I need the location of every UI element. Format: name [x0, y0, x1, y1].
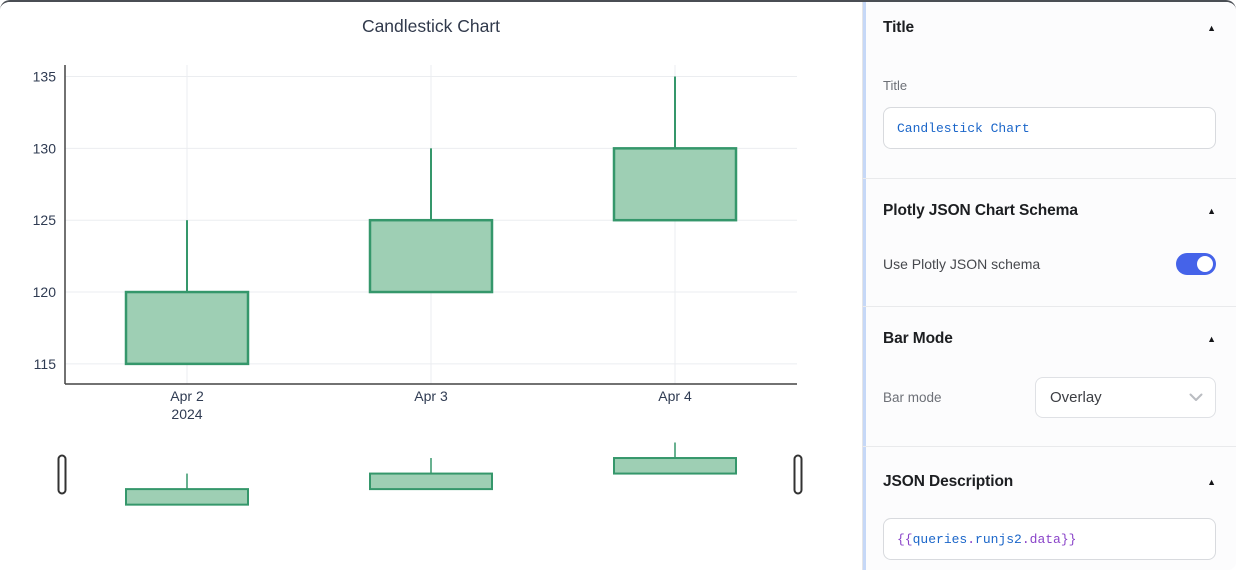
section-header-bar-mode[interactable]: Bar Mode ▲ — [883, 329, 1216, 349]
json-description-input-value: {{queries.runjs2.data}} — [897, 531, 1077, 547]
section-divider — [863, 446, 1236, 447]
title-field-label: Title — [883, 78, 908, 93]
candlestick-chart-svg[interactable]: 115 120 125 130 135 Apr 2 Apr 3 Apr 4 2024 Candle… — [0, 2, 862, 570]
section-title: Title ▲ Title Candlestick Chart — [863, 2, 1236, 178]
use-plotly-schema-label: Use Plotly JSON schema — [883, 256, 1041, 272]
json-description-input[interactable]: {{queries.runjs2.data}} — [883, 518, 1216, 560]
y-tick-label: 135 — [33, 68, 57, 84]
candle[interactable] — [125, 473, 249, 506]
section-divider — [863, 306, 1236, 307]
candle[interactable] — [369, 458, 493, 491]
x-tick-label: Apr 4 — [658, 388, 692, 404]
bar-mode-selected-value: Overlay — [1050, 389, 1102, 406]
section-header-plotly-schema[interactable]: Plotly JSON Chart Schema ▲ — [883, 201, 1216, 221]
title-input[interactable]: Candlestick Chart — [883, 107, 1216, 149]
candle[interactable] — [368, 148, 494, 294]
x-tick-label: Apr 2 — [170, 388, 204, 404]
collapse-caret-icon[interactable]: ▲ — [1207, 23, 1216, 33]
section-title-text: Title — [883, 19, 915, 36]
section-plotly-schema-text: Plotly JSON Chart Schema — [883, 202, 1078, 219]
candlestick-chart-widget[interactable]: 115 120 125 130 135 Apr 2 Apr 3 Apr 4 2024 Candle… — [0, 2, 862, 570]
use-plotly-schema-toggle[interactable] — [1176, 253, 1216, 275]
bar-mode-select[interactable]: Overlay — [1035, 377, 1216, 418]
section-divider — [863, 178, 1236, 179]
y-tick-label: 115 — [34, 356, 57, 372]
section-header-title[interactable]: Title ▲ — [883, 18, 1216, 38]
inspector-panel: Title ▲ Title Candlestick Chart Plotly J… — [862, 2, 1236, 570]
toggle-knob — [1197, 256, 1213, 272]
y-tick-label: 125 — [33, 212, 57, 228]
chart-title: Candlestick Chart — [362, 16, 500, 36]
rangeslider-right-handle[interactable] — [793, 454, 803, 495]
section-bar-mode-text: Bar Mode — [883, 330, 953, 347]
chevron-down-icon — [1189, 393, 1203, 401]
candle[interactable] — [613, 442, 737, 475]
section-json-description: JSON Description ▲ {{queries.runjs2.data… — [863, 447, 1236, 560]
collapse-caret-icon[interactable]: ▲ — [1207, 206, 1216, 216]
rangeslider-left-handle[interactable] — [57, 454, 67, 495]
candle[interactable] — [124, 220, 250, 366]
y-tick-label: 120 — [33, 284, 57, 300]
section-header-json-description[interactable]: JSON Description ▲ — [883, 472, 1216, 492]
collapse-caret-icon[interactable]: ▲ — [1207, 477, 1216, 487]
bar-mode-label: Bar mode — [883, 390, 942, 405]
y-tick-label: 130 — [33, 140, 57, 156]
collapse-caret-icon[interactable]: ▲ — [1207, 334, 1216, 344]
x-tick-year-label: 2024 — [171, 406, 202, 422]
section-plotly-schema: Plotly JSON Chart Schema ▲ Use Plotly JS… — [863, 179, 1236, 306]
title-input-value: Candlestick Chart — [897, 120, 1030, 136]
x-tick-label: Apr 3 — [414, 388, 448, 404]
section-bar-mode: Bar Mode ▲ Bar mode Overlay — [863, 307, 1236, 446]
section-json-description-text: JSON Description — [883, 473, 1014, 490]
candle[interactable] — [612, 76, 738, 222]
